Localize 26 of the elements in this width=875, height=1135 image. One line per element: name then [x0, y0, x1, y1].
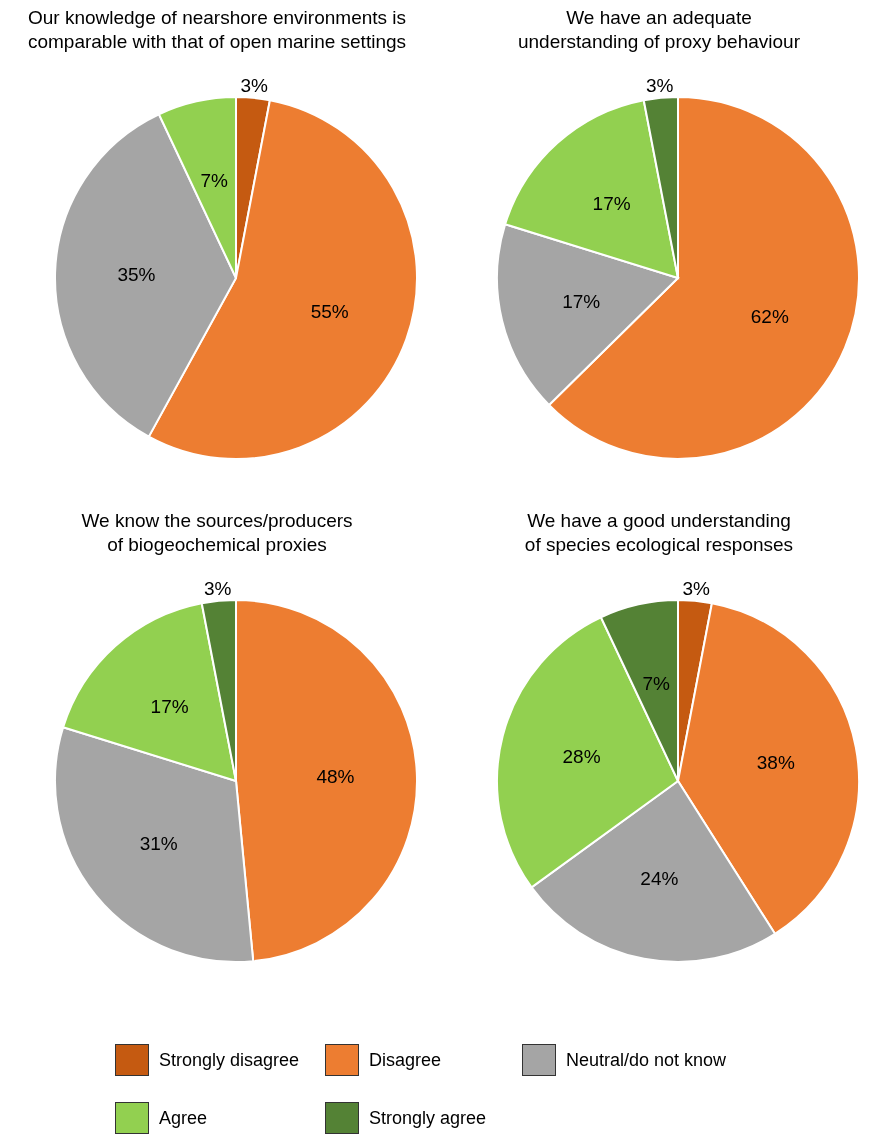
- data-label: 3%: [203, 578, 232, 600]
- data-label: 17%: [562, 290, 601, 312]
- legend-label: Agree: [159, 1107, 208, 1129]
- data-label: 7%: [200, 170, 229, 192]
- data-label: 35%: [117, 264, 156, 286]
- data-label: 3%: [682, 578, 710, 600]
- data-label: 17%: [592, 193, 631, 215]
- data-label: 55%: [310, 301, 349, 323]
- data-label: 7%: [642, 673, 671, 695]
- legend-label: Strongly agree: [369, 1107, 487, 1129]
- legend-label: Strongly disagree: [159, 1049, 300, 1071]
- chart-title: We have a good understanding of species ecological responses: [523, 509, 795, 557]
- data-label: 38%: [756, 751, 795, 773]
- chart-title: We have an adequate understanding of proxy behaviour: [517, 6, 801, 54]
- chart-title: Our knowledge of nearshore environments is comparable with that of open marine settings: [26, 6, 408, 54]
- data-label: 24%: [640, 868, 679, 890]
- chart-title: We know the sources/producers of biogeochemical proxies: [80, 509, 354, 557]
- data-label: 28%: [562, 745, 601, 767]
- data-label: 17%: [150, 696, 189, 718]
- data-label: 3%: [645, 75, 674, 97]
- data-label: 3%: [240, 75, 268, 97]
- legend-label: Neutral/do not know: [566, 1049, 727, 1071]
- legend-label: Disagree: [369, 1049, 442, 1071]
- data-label: 48%: [316, 765, 355, 787]
- data-label: 31%: [139, 833, 178, 855]
- data-label: 62%: [750, 305, 789, 327]
